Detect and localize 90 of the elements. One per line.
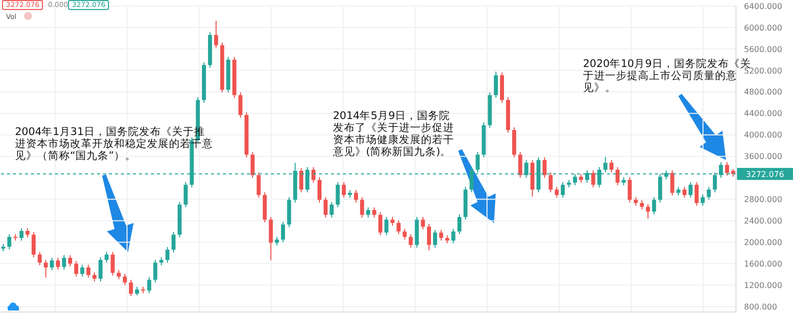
candlestick [554, 186, 559, 198]
candlestick [336, 182, 340, 208]
candlestick [494, 71, 498, 98]
y-tick-label: 4000.000 [744, 130, 782, 140]
candlestick [420, 216, 425, 230]
candlestick [682, 186, 686, 198]
candlestick [32, 232, 36, 258]
annotation: 2014年5月9日，国务院发布了《关于进一步促进资本市场健康发展的若干意见》(简称新国九条)。 [333, 110, 455, 158]
candlestick [694, 182, 699, 206]
candlestick [384, 216, 388, 236]
candlestick [628, 176, 632, 203]
candlestick [318, 176, 322, 203]
candlestick [214, 20, 218, 48]
y-tick-label: 6400.000 [744, 2, 782, 11]
candlestick [281, 221, 286, 243]
candlestick [116, 270, 121, 280]
candlestick [354, 190, 358, 203]
candlestick [688, 182, 693, 198]
candlestick [646, 204, 650, 220]
y-tick-label: 3600.000 [744, 152, 782, 162]
candlestick [147, 276, 152, 294]
candlestick [311, 166, 316, 184]
candlestick [366, 206, 370, 218]
candlestick [184, 182, 188, 208]
candlestick [128, 279, 133, 296]
candlestick [433, 229, 438, 248]
candlestick [299, 168, 304, 193]
y-tick-label: 5600.000 [744, 44, 782, 54]
candlestick [330, 201, 334, 218]
ref-line-label: 3272.076 [746, 170, 784, 179]
y-tick-label: 2000.000 [744, 238, 782, 248]
candlestick [68, 254, 72, 267]
candlestick [548, 172, 553, 193]
candlestick [104, 251, 109, 264]
candlestick [360, 196, 364, 218]
candlestick [640, 200, 644, 210]
y-tick-label: 1200.000 [744, 281, 782, 290]
candlestick [342, 182, 346, 198]
candlestick [98, 256, 103, 282]
candlestick [706, 186, 711, 200]
y-tick-label: 4800.000 [744, 88, 782, 97]
candlestick [396, 220, 401, 235]
candlestick [268, 216, 273, 261]
candlestick [165, 246, 170, 264]
candlestick [427, 223, 431, 251]
candlestick [725, 162, 730, 176]
candlestick [26, 228, 30, 238]
y-tick-label: 5200.000 [744, 66, 782, 76]
candlestick [324, 196, 328, 218]
y-tick-label: 4400.000 [744, 109, 782, 118]
candlestick [616, 166, 620, 186]
candlestick [652, 196, 656, 215]
y-tick-label: 2800.000 [744, 195, 782, 204]
candlestick [560, 182, 565, 198]
candlestick [542, 156, 547, 178]
candlestick [56, 257, 60, 270]
candlestick [80, 264, 84, 278]
candlestick [451, 228, 456, 244]
candlestick [670, 170, 674, 196]
candlestick [256, 172, 261, 198]
candlestick [62, 254, 66, 270]
candlestick [7, 234, 12, 250]
candlestick [250, 152, 255, 178]
y-tick-label: 800.000 [744, 302, 778, 312]
candlestick [153, 259, 158, 283]
y-tick-label: 1600.000 [744, 260, 782, 269]
candlestick [238, 92, 242, 118]
y-tick-label: 6000.000 [744, 23, 782, 32]
candlestick [110, 251, 115, 276]
candlestick [74, 260, 78, 278]
candlestick [122, 273, 127, 286]
candlestick [603, 156, 608, 173]
candlestick [372, 206, 376, 218]
candlestick [38, 251, 42, 266]
candlestick [86, 264, 90, 278]
candlestick [50, 257, 54, 271]
candlestick [457, 214, 462, 235]
candlestick [402, 228, 407, 240]
y-tick-label: 2400.000 [744, 216, 782, 226]
candlestick [609, 160, 614, 173]
candlestick [408, 234, 413, 248]
candlestick [378, 212, 382, 236]
candlestick [700, 194, 705, 206]
candlestick [19, 228, 24, 242]
candlestick [518, 152, 522, 178]
candlestick [591, 170, 596, 188]
candlestick [439, 229, 444, 242]
candlestick [172, 232, 176, 253]
candlestick [44, 259, 48, 278]
candlestick [92, 272, 96, 282]
